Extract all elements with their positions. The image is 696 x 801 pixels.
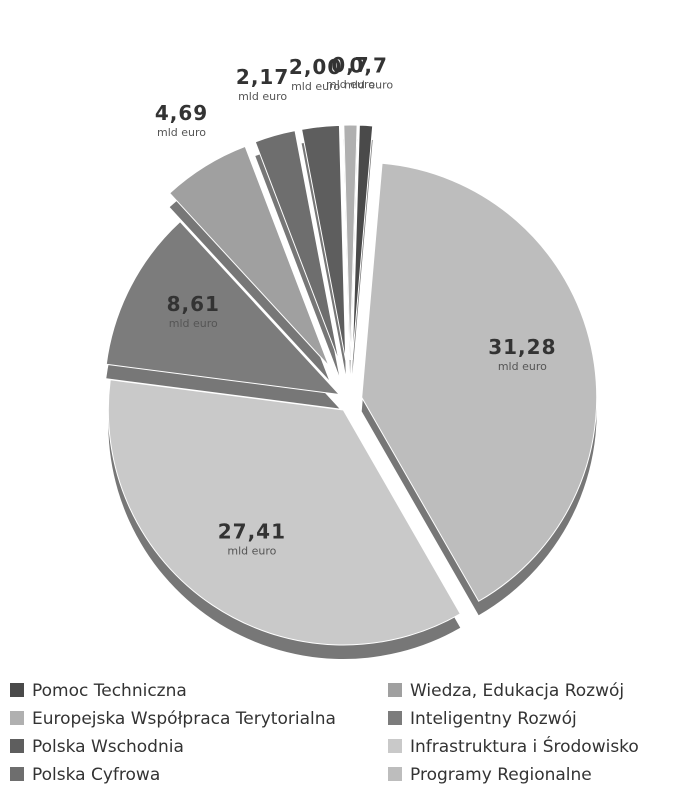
value-unit: mld euro [238,90,287,103]
slice [351,124,374,361]
slice [361,162,598,602]
value-label: 2,17 [236,65,289,89]
value-unit: mld euro [169,317,218,330]
value-label: 8,61 [167,292,220,316]
legend-label: Polska Cyfrowa [32,765,160,785]
legend-label: Wiedza, Edukacja Rozwój [410,681,624,701]
slice [169,145,330,367]
legend-label: Europejska Współpraca Terytorialna [32,709,336,729]
value-unit: mld euro [344,79,393,92]
value-label: 31,28 [488,335,556,359]
legend-label: Programy Regionalne [410,765,592,785]
legend-swatch [10,739,24,753]
value-unit: mld euro [498,360,547,373]
slice [254,130,340,362]
value-label: 2,00 [289,55,342,79]
slice-side [352,139,373,375]
legend-swatch [10,711,24,725]
value-label: 0,7 [331,53,369,77]
slice-side [255,144,340,376]
legend-label: Polska Wschodnia [32,737,184,757]
legend-swatch [10,683,24,697]
value-label: 27,41 [218,520,286,544]
value-label: 4,69 [155,101,208,125]
legend-swatch [388,767,402,781]
legend-swatch [388,739,402,753]
legend-swatch [388,711,402,725]
slice [301,124,347,361]
legend-swatch [10,767,24,781]
slice [343,124,358,361]
value-unit: mld euro [227,545,276,558]
legend-label: Infrastruktura i Środowisko [410,735,639,757]
slice [105,220,341,396]
value-unit: mld euro [326,78,375,91]
value-unit: mld euro [157,126,206,139]
value-unit: mld euro [291,80,340,93]
legend-swatch [388,683,402,697]
legend-label: Inteligentny Rozwój [410,709,577,729]
value-label: 0,7 [349,54,387,78]
slice [107,379,461,646]
legend-label: Pomoc Techniczna [32,681,187,701]
